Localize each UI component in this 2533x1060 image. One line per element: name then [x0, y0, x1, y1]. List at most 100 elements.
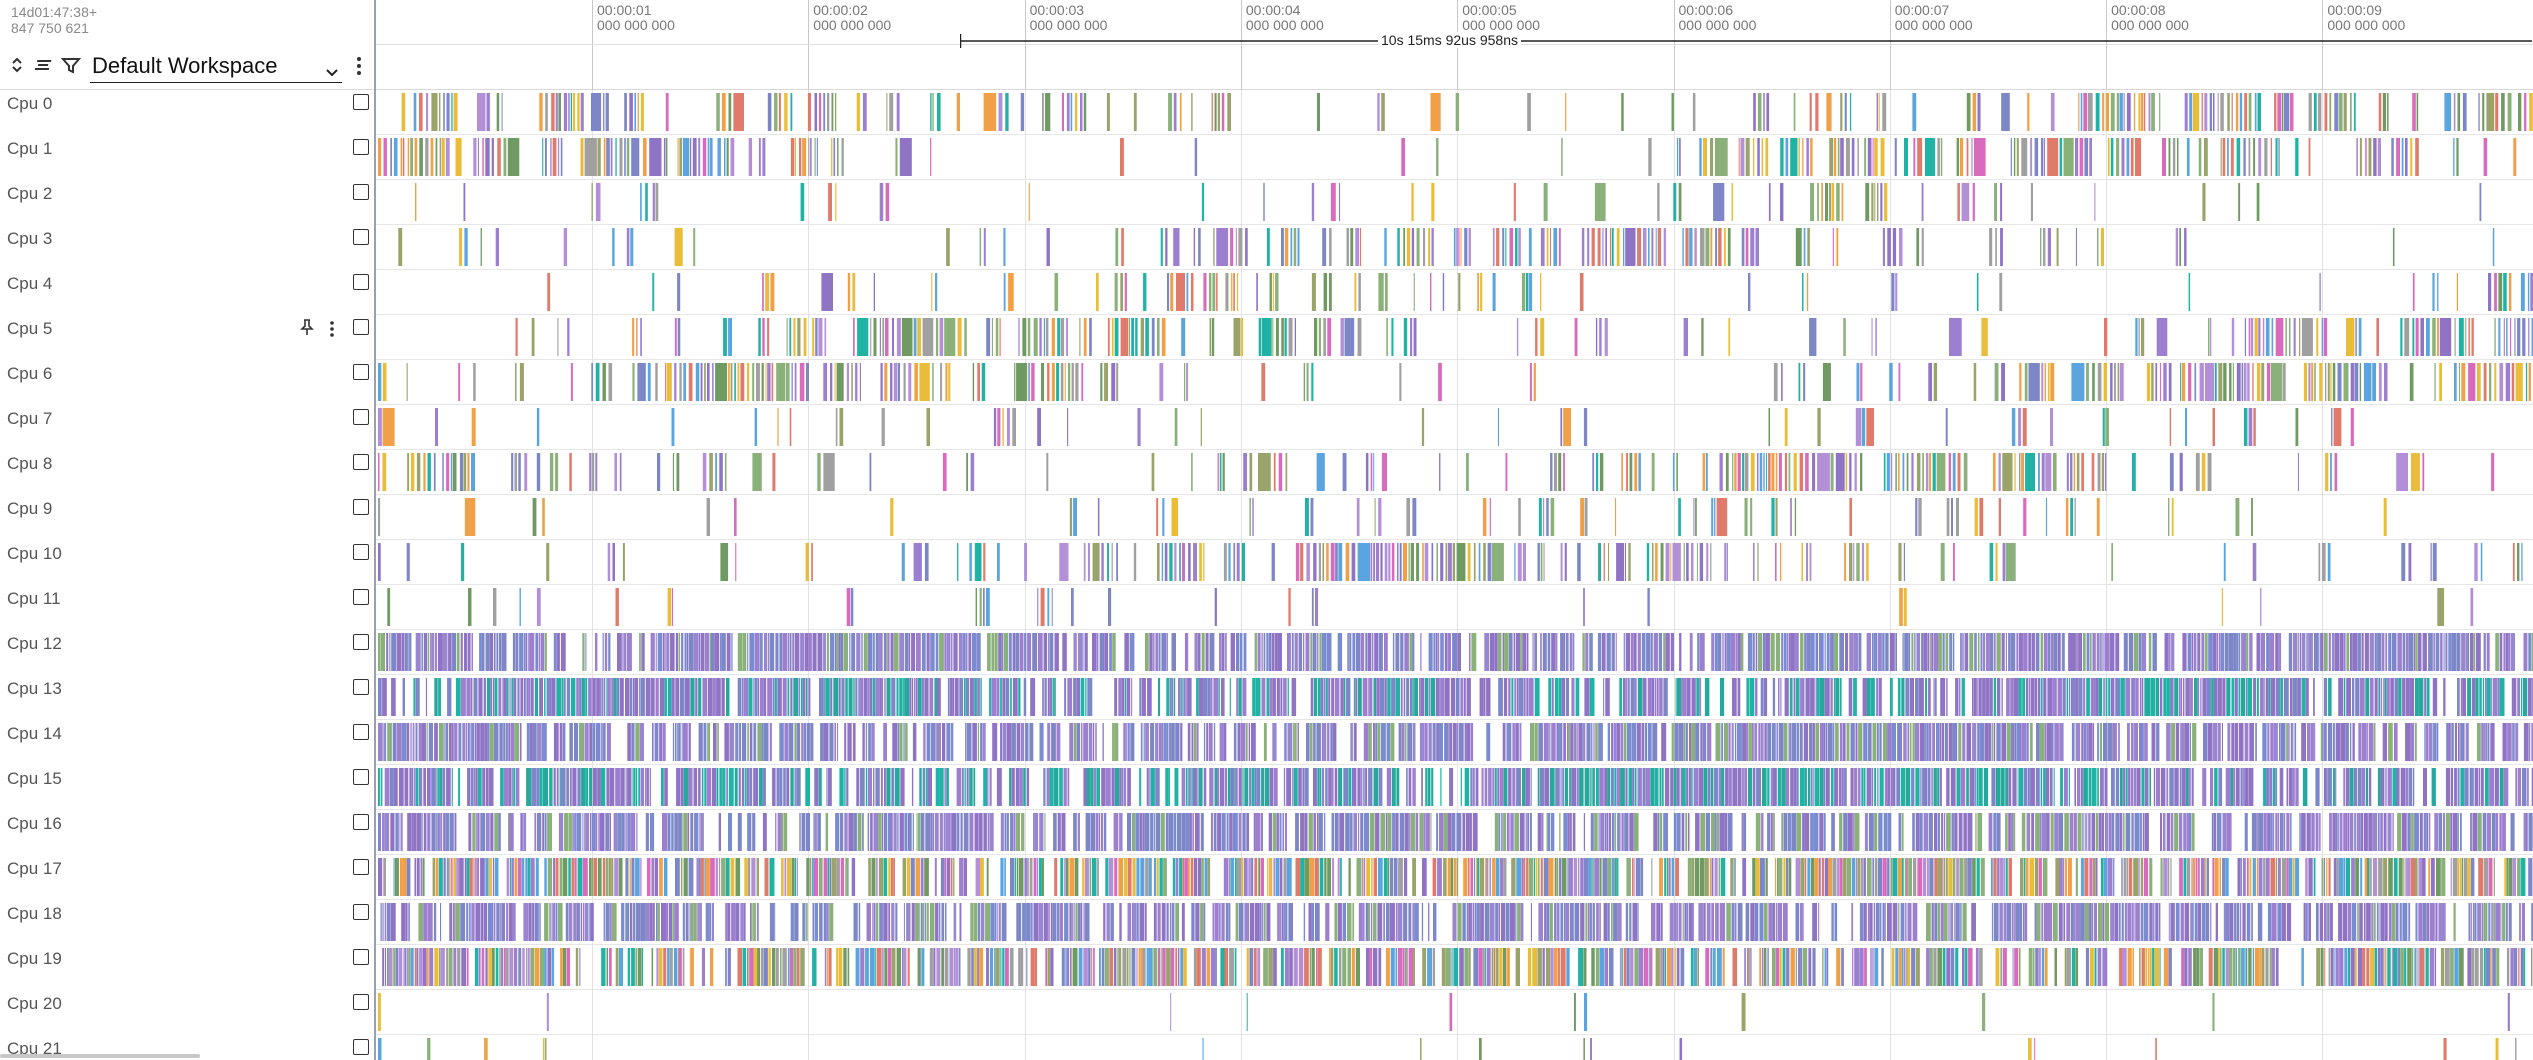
cpu-slice[interactable] — [2336, 858, 2339, 896]
cpu-slice[interactable] — [2313, 723, 2316, 761]
cpu-slice[interactable] — [1753, 93, 1756, 131]
cpu-slice[interactable] — [2107, 723, 2113, 761]
cpu-slice[interactable] — [1961, 183, 1970, 221]
cpu-slice[interactable] — [1699, 678, 1702, 716]
cpu-slice[interactable] — [2102, 633, 2104, 671]
cpu-slice[interactable] — [633, 903, 636, 941]
cpu-slice[interactable] — [1834, 633, 1839, 671]
cpu-slice[interactable] — [2484, 678, 2487, 716]
cpu-slice[interactable] — [2355, 858, 2360, 896]
cpu-track[interactable]: Cpu 4 — [0, 270, 2533, 315]
cpu-slice[interactable] — [2250, 318, 2254, 356]
cpu-slice[interactable] — [1048, 903, 1050, 941]
cpu-slice[interactable] — [1983, 768, 1989, 806]
cpu-slice[interactable] — [610, 768, 615, 806]
cpu-slice[interactable] — [980, 678, 982, 716]
cpu-slice[interactable] — [1051, 318, 1055, 356]
cpu-slice[interactable] — [544, 858, 547, 896]
cpu-slice[interactable] — [526, 723, 530, 761]
cpu-slice[interactable] — [1204, 858, 1208, 896]
cpu-slice[interactable] — [1400, 633, 1404, 671]
cpu-slice[interactable] — [1784, 453, 1788, 491]
cpu-slice[interactable] — [953, 633, 958, 671]
cpu-slice[interactable] — [2248, 768, 2254, 806]
cpu-slice[interactable] — [468, 588, 472, 626]
cpu-slice[interactable] — [1492, 273, 1496, 311]
cpu-slice[interactable] — [2063, 858, 2065, 896]
cpu-slice[interactable] — [873, 273, 875, 311]
cpu-slice[interactable] — [1549, 723, 1551, 761]
cpu-slice[interactable] — [1272, 813, 1277, 851]
cpu-slice[interactable] — [1440, 678, 1445, 716]
cpu-slice[interactable] — [1829, 138, 1834, 176]
cpu-slice[interactable] — [1005, 93, 1009, 131]
cpu-slice[interactable] — [828, 768, 832, 806]
cpu-slice[interactable] — [2252, 363, 2254, 401]
cpu-slice[interactable] — [1294, 723, 1297, 761]
cpu-slice[interactable] — [827, 858, 830, 896]
cpu-slice[interactable] — [910, 858, 915, 896]
cpu-slice[interactable] — [421, 633, 423, 671]
cpu-slice[interactable] — [378, 408, 382, 446]
cpu-slice[interactable] — [1560, 768, 1562, 806]
cpu-slice[interactable] — [728, 813, 732, 851]
cpu-slice[interactable] — [1910, 678, 1914, 716]
cpu-slice[interactable] — [1187, 723, 1191, 761]
cpu-slice[interactable] — [1264, 768, 1270, 806]
cpu-slice[interactable] — [1196, 723, 1199, 761]
cpu-slice[interactable] — [1295, 858, 1301, 896]
cpu-slice[interactable] — [1999, 273, 2003, 311]
cpu-slice[interactable] — [1483, 678, 1486, 716]
cpu-slice[interactable] — [1926, 723, 1929, 761]
cpu-slice[interactable] — [1316, 723, 1321, 761]
cpu-slice[interactable] — [1996, 633, 2001, 671]
cpu-slice[interactable] — [2368, 138, 2372, 176]
cpu-slice[interactable] — [871, 858, 876, 896]
cpu-slice[interactable] — [1123, 768, 1127, 806]
cpu-slice[interactable] — [1956, 768, 1961, 806]
cpu-slice[interactable] — [1780, 543, 1782, 581]
cpu-slice[interactable] — [734, 768, 738, 806]
cpu-slice[interactable] — [1748, 723, 1752, 761]
cpu-slice[interactable] — [1825, 723, 1828, 761]
cpu-slice[interactable] — [469, 858, 473, 896]
cpu-slice[interactable] — [1604, 813, 1607, 851]
cpu-slice[interactable] — [1114, 723, 1119, 761]
cpu-slice[interactable] — [979, 228, 982, 266]
cpu-slice[interactable] — [2380, 813, 2383, 851]
cpu-slice[interactable] — [2457, 678, 2460, 716]
cpu-slice[interactable] — [1271, 633, 1275, 671]
cpu-slice[interactable] — [1081, 363, 1084, 401]
cpu-slice[interactable] — [441, 138, 445, 176]
cpu-slice[interactable] — [922, 768, 925, 806]
cpu-slice[interactable] — [1393, 858, 1398, 896]
cpu-slice[interactable] — [1900, 768, 1906, 806]
cpu-slice[interactable] — [1757, 93, 1762, 131]
cpu-slice[interactable] — [1132, 858, 1136, 896]
cpu-slice[interactable] — [610, 138, 613, 176]
cpu-slice[interactable] — [1715, 723, 1721, 761]
cpu-slice[interactable] — [2396, 138, 2400, 176]
cpu-slice[interactable] — [1306, 363, 1309, 401]
cpu-slice[interactable] — [1942, 633, 1945, 671]
cpu-slice[interactable] — [880, 363, 883, 401]
cpu-slices[interactable] — [378, 813, 2533, 851]
cpu-slice[interactable] — [1805, 678, 1810, 716]
cpu-slice[interactable] — [606, 723, 611, 761]
cpu-slice[interactable] — [1002, 723, 1007, 761]
cpu-slice[interactable] — [1387, 678, 1391, 716]
cpu-slice[interactable] — [1487, 543, 1492, 581]
cpu-slice[interactable] — [948, 363, 951, 401]
cpu-slice[interactable] — [1713, 183, 1725, 221]
cpu-slice[interactable] — [1460, 228, 1462, 266]
track-select-checkbox[interactable] — [353, 454, 369, 470]
cpu-slice[interactable] — [1543, 543, 1545, 581]
cpu-slice[interactable] — [1001, 903, 1007, 941]
cpu-slice[interactable] — [584, 723, 589, 761]
cpu-slice[interactable] — [617, 813, 622, 851]
cpu-slice[interactable] — [2445, 768, 2451, 806]
cpu-slice[interactable] — [652, 723, 654, 761]
cpu-slice[interactable] — [1157, 903, 1161, 941]
cpu-slice[interactable] — [1338, 768, 1343, 806]
cpu-slice[interactable] — [868, 768, 872, 806]
